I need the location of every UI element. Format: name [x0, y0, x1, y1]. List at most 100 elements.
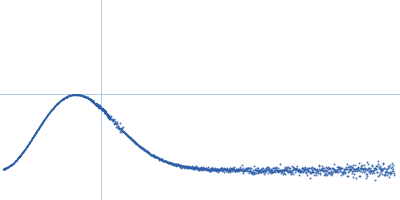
Point — [258, 166, 265, 169]
Point — [229, 166, 235, 169]
Point — [108, 117, 114, 120]
Point — [390, 172, 397, 175]
Point — [204, 168, 211, 171]
Point — [319, 164, 325, 168]
Point — [323, 166, 329, 169]
Point — [124, 134, 130, 137]
Point — [157, 158, 163, 161]
Point — [378, 167, 384, 170]
Point — [362, 166, 368, 170]
Point — [379, 172, 386, 175]
Point — [194, 167, 201, 170]
Point — [168, 162, 174, 165]
Point — [114, 125, 120, 128]
Point — [343, 167, 349, 170]
Point — [338, 174, 344, 177]
Point — [135, 144, 142, 147]
Point — [199, 167, 205, 170]
Point — [188, 165, 195, 168]
Point — [381, 166, 387, 169]
Point — [141, 148, 147, 151]
Point — [162, 159, 168, 163]
Point — [378, 168, 384, 171]
Point — [150, 154, 156, 157]
Point — [359, 163, 365, 166]
Point — [172, 163, 178, 166]
Point — [234, 168, 240, 171]
Point — [388, 172, 394, 175]
Point — [324, 167, 331, 170]
Point — [368, 169, 374, 173]
Point — [295, 169, 302, 172]
Point — [342, 171, 348, 175]
Point — [390, 167, 396, 170]
Point — [314, 169, 320, 172]
Point — [346, 169, 353, 172]
Point — [300, 166, 306, 169]
Point — [178, 163, 184, 167]
Point — [155, 157, 162, 160]
Point — [146, 151, 153, 155]
Point — [369, 164, 375, 167]
Point — [274, 168, 280, 171]
Point — [364, 173, 370, 176]
Point — [239, 168, 246, 172]
Point — [130, 139, 136, 142]
Point — [318, 169, 324, 172]
Point — [149, 153, 155, 157]
Point — [344, 175, 350, 178]
Point — [347, 166, 354, 169]
Point — [270, 166, 276, 170]
Point — [112, 125, 119, 128]
Point — [267, 169, 273, 172]
Point — [204, 168, 210, 171]
Point — [150, 154, 156, 157]
Point — [241, 169, 247, 172]
Point — [332, 169, 338, 173]
Point — [204, 168, 210, 171]
Point — [235, 168, 242, 171]
Point — [202, 167, 209, 170]
Point — [154, 156, 160, 159]
Point — [130, 139, 136, 142]
Point — [203, 168, 210, 171]
Point — [117, 129, 124, 132]
Point — [272, 171, 278, 174]
Point — [269, 171, 276, 174]
Point — [277, 168, 283, 171]
Point — [185, 166, 192, 169]
Point — [323, 172, 330, 175]
Point — [198, 165, 204, 169]
Point — [334, 166, 341, 169]
Point — [205, 168, 211, 171]
Point — [353, 167, 359, 171]
Point — [356, 175, 362, 178]
Point — [382, 173, 388, 176]
Point — [310, 170, 316, 174]
Point — [249, 171, 255, 175]
Point — [206, 170, 212, 173]
Point — [239, 169, 245, 172]
Point — [237, 167, 244, 170]
Point — [370, 169, 376, 173]
Point — [185, 166, 191, 169]
Point — [315, 170, 322, 173]
Point — [222, 168, 229, 171]
Point — [175, 164, 182, 167]
Point — [344, 167, 350, 171]
Point — [375, 167, 382, 170]
Point — [138, 145, 144, 148]
Point — [221, 167, 228, 170]
Point — [322, 168, 328, 171]
Point — [190, 167, 197, 170]
Point — [318, 168, 324, 171]
Point — [198, 168, 204, 171]
Point — [123, 133, 130, 136]
Point — [152, 155, 158, 158]
Point — [285, 165, 292, 169]
Point — [283, 169, 289, 172]
Point — [279, 171, 285, 174]
Point — [149, 153, 156, 156]
Point — [186, 166, 193, 169]
Point — [166, 161, 172, 164]
